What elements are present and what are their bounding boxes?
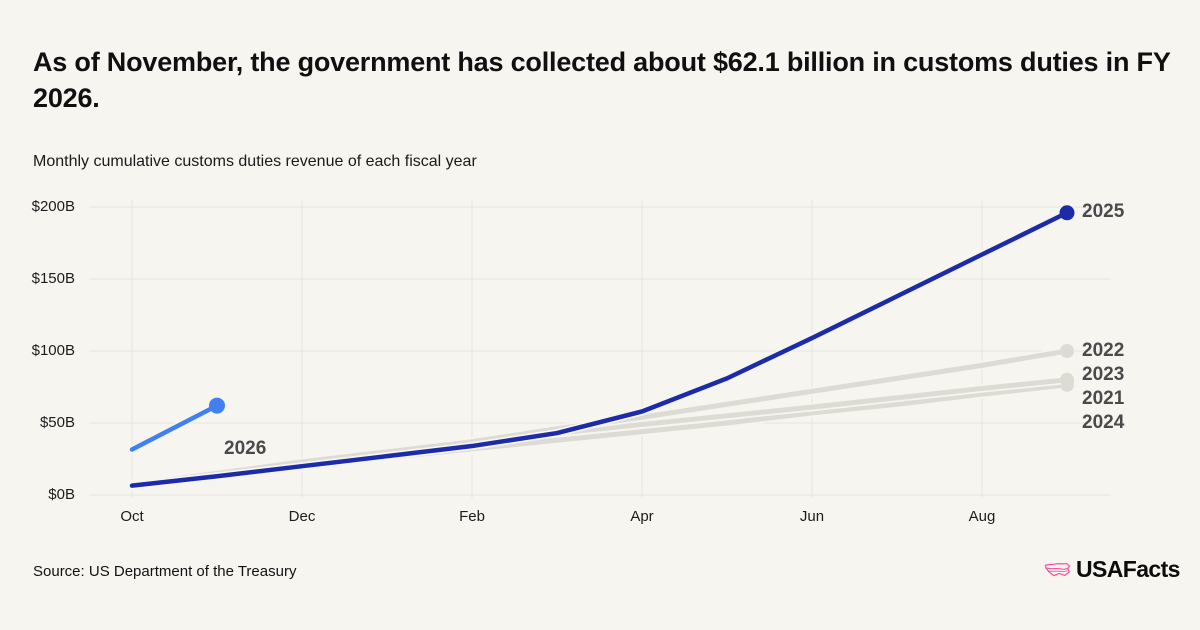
usa-map-icon: [1044, 560, 1071, 579]
series-line-2026: [129, 403, 220, 452]
series-halo-2025: [128, 208, 1071, 490]
y-tick-0b: $0B: [48, 486, 75, 503]
x-tick-dec: Dec: [288, 508, 316, 525]
series-label-2025: 2025: [1082, 201, 1125, 222]
x-tick-jun: Jun: [799, 508, 825, 525]
series-endpoint-2026: [209, 397, 225, 414]
y-tick-200b: $200B: [31, 198, 75, 215]
usafacts-wordmark: USAFacts: [1076, 556, 1180, 582]
series-label-2022: 2022: [1082, 340, 1125, 361]
series-label-2024: 2024: [1082, 412, 1125, 433]
series-endpoint-2023: [1060, 372, 1074, 387]
chart-subtitle: Monthly cumulative customs duties revenu…: [33, 153, 477, 170]
y-tick-150b: $150B: [31, 270, 75, 287]
y-tick-100b: $100B: [31, 342, 75, 359]
series-label-2021: 2021: [1082, 388, 1125, 409]
source-note: Source: US Department of the Treasury: [33, 563, 297, 580]
x-tick-aug: Aug: [968, 508, 996, 525]
page-title: As of November, the government has colle…: [33, 47, 1171, 113]
series-line-2025: [129, 210, 1070, 488]
x-tick-apr: Apr: [630, 508, 654, 525]
usafacts-logo: USAFacts: [1044, 556, 1180, 583]
series-label-2026: 2026: [224, 438, 267, 459]
y-tick-50b: $50B: [39, 414, 75, 431]
series-label-2023: 2023: [1082, 364, 1125, 385]
series-endpoint-2022: [1060, 344, 1074, 358]
x-tick-oct: Oct: [120, 508, 144, 525]
x-tick-feb: Feb: [459, 508, 485, 525]
series-endpoint-2025: [1059, 205, 1075, 221]
